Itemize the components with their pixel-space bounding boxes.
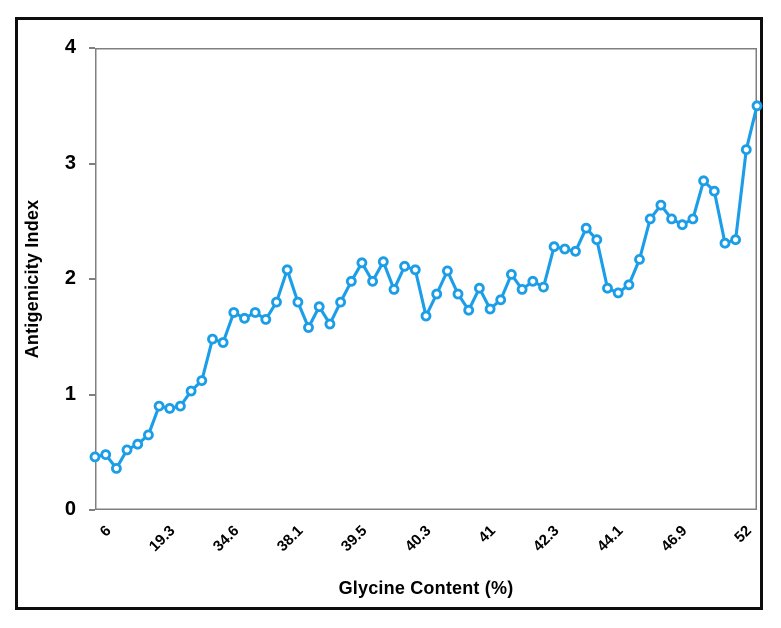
y-tick-label: 4	[64, 36, 76, 58]
data-point-marker	[559, 243, 571, 255]
line-chart-plot	[89, 48, 763, 510]
data-point-marker	[239, 312, 250, 324]
data-point-marker	[570, 245, 581, 257]
data-point-marker	[345, 275, 357, 287]
data-point-marker	[164, 402, 176, 414]
data-point-marker	[249, 307, 261, 318]
y-tick-label: 3	[64, 151, 76, 174]
data-point-marker	[228, 307, 240, 318]
plot-area-border	[95, 48, 757, 510]
data-point-marker	[313, 301, 325, 313]
data-point-marker	[281, 264, 293, 276]
data-point-marker	[473, 282, 485, 294]
data-series-line	[93, 104, 759, 470]
y-tick-mark	[89, 393, 95, 396]
data-point-marker	[623, 279, 635, 291]
x-tick-label: 42.3	[530, 522, 563, 555]
data-point-marker	[121, 444, 133, 456]
data-point-marker	[185, 385, 197, 397]
data-point-marker	[740, 144, 752, 155]
data-point-marker	[324, 318, 336, 330]
data-point-marker	[292, 296, 304, 308]
data-point-marker	[431, 288, 443, 300]
y-tick-label: 0	[64, 498, 76, 520]
data-point-marker	[153, 400, 165, 412]
data-point-marker	[175, 400, 186, 412]
data-point-marker	[409, 264, 421, 276]
x-tick-label: 40.3	[401, 522, 435, 555]
data-point-marker	[612, 287, 624, 299]
data-point-marker	[548, 241, 560, 253]
y-tick-mark	[89, 509, 95, 511]
data-point-marker	[484, 303, 496, 315]
data-point-marker	[687, 213, 699, 225]
y-tick-mark	[89, 47, 95, 49]
x-tick-label: 39.5	[337, 522, 371, 555]
data-point-marker	[666, 213, 677, 225]
y-tick-mark	[89, 162, 95, 165]
y-tick-label: 2	[64, 267, 76, 289]
x-tick-label: 38.1	[273, 522, 307, 555]
data-point-marker	[132, 438, 144, 450]
data-point-marker	[719, 237, 731, 249]
x-tick-label: 19.3	[145, 522, 179, 555]
data-point-marker	[580, 222, 592, 234]
data-point-marker	[356, 257, 368, 269]
x-tick-label: 41	[474, 522, 499, 547]
data-point-marker	[388, 283, 400, 295]
data-point-marker	[505, 268, 517, 280]
data-point-marker	[271, 296, 282, 308]
data-point-marker	[110, 462, 122, 474]
x-tick-label: 52	[731, 522, 755, 547]
data-point-marker	[634, 253, 645, 265]
data-point-marker	[377, 256, 389, 268]
data-point-marker	[335, 296, 347, 308]
data-point-marker	[495, 294, 507, 306]
data-point-marker	[143, 429, 154, 441]
data-point-marker	[420, 310, 432, 322]
y-tick-label: 1	[64, 382, 76, 405]
data-point-marker	[463, 304, 475, 316]
data-point-marker	[538, 281, 549, 293]
data-point-marker	[207, 333, 218, 345]
data-point-marker	[89, 451, 101, 463]
data-point-marker	[644, 213, 656, 225]
data-point-marker	[100, 449, 112, 461]
data-point-marker	[367, 275, 379, 287]
data-point-marker	[676, 219, 688, 231]
data-point-marker	[708, 185, 720, 197]
data-point-marker	[698, 175, 709, 187]
data-point-marker	[441, 265, 453, 277]
data-point-marker	[730, 234, 741, 246]
data-point-marker	[217, 337, 229, 348]
y-tick-mark	[89, 278, 95, 280]
chart-frame: Antigenicity Index Glycine Content (%) 0…	[15, 17, 763, 610]
data-point-marker	[399, 260, 411, 272]
data-point-marker	[516, 283, 528, 295]
data-point-marker	[303, 322, 314, 333]
data-point-marker	[751, 100, 763, 112]
data-point-marker	[655, 199, 667, 211]
x-axis-title: Glycine Content (%)	[338, 578, 514, 598]
data-point-marker	[260, 313, 272, 325]
data-point-marker	[527, 275, 539, 287]
x-tick-label: 44.1	[594, 522, 627, 555]
data-point-marker	[452, 288, 464, 300]
x-tick-label: 34.6	[209, 522, 243, 555]
x-tick-label: 46.9	[658, 522, 691, 555]
data-point-marker	[196, 375, 208, 387]
data-point-marker	[591, 234, 603, 246]
data-point-marker	[602, 282, 613, 294]
x-tick-label: 6	[96, 522, 115, 541]
